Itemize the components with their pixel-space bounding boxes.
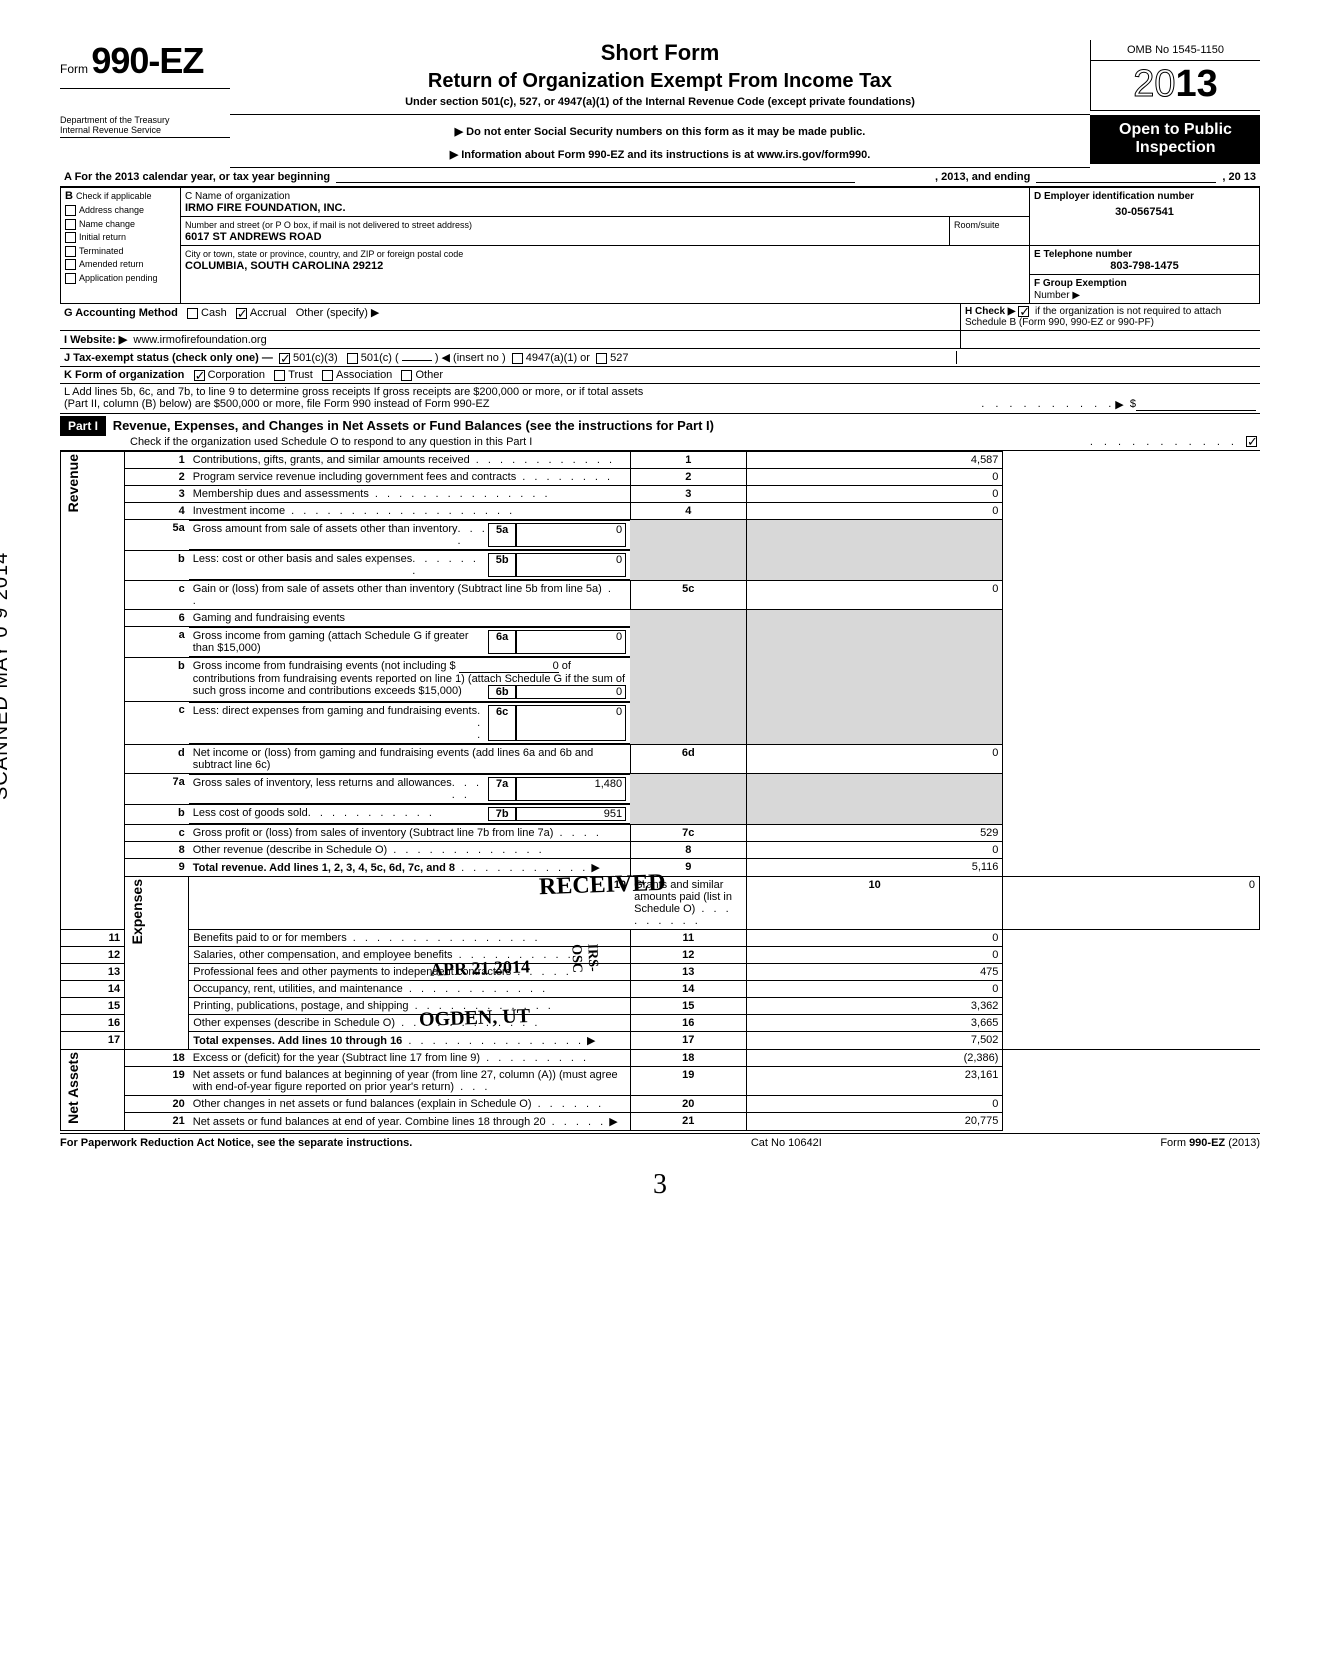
omb-number: OMB No 1545-1150 [1090, 40, 1260, 61]
checkbox-name-change[interactable] [65, 219, 76, 230]
val-6d: 0 [746, 745, 1003, 774]
checkbox-terminated[interactable] [65, 246, 76, 257]
main-title: Return of Organization Exempt From Incom… [240, 70, 1080, 93]
city-label: City or town, state or province, country… [185, 249, 463, 259]
e-label: E Telephone number [1034, 249, 1132, 260]
ein-value: 30-0567541 [1034, 206, 1255, 218]
val-9: 5,116 [746, 859, 1003, 877]
line-a-begin: A For the 2013 calendar year, or tax yea… [64, 171, 330, 183]
dept-cell: Department of the Treasury Internal Reve… [60, 115, 230, 138]
b-label: B [65, 190, 73, 202]
i-label: I Website: ▶ [64, 334, 127, 346]
phone-value: 803-798-1475 [1034, 260, 1255, 272]
f-label: F Group Exemption [1034, 278, 1127, 289]
addr-label: Number and street (or P O box, if mail i… [185, 220, 472, 230]
checkbox-assoc[interactable] [322, 370, 333, 381]
footer-left: For Paperwork Reduction Act Notice, see … [60, 1137, 412, 1149]
city-state-zip: COLUMBIA, SOUTH CAROLINA 29212 [185, 260, 383, 272]
l-line1: L Add lines 5b, 6c, and 7b, to line 9 to… [64, 386, 1256, 398]
checkbox-4947[interactable] [512, 353, 523, 364]
website-value: www.irmofirefoundation.org [133, 334, 266, 346]
f-number-label: Number ▶ [1034, 290, 1080, 301]
val-13: 475 [746, 964, 1003, 981]
val-19: 23,161 [746, 1067, 1003, 1096]
checkbox-accrual[interactable] [236, 308, 247, 319]
handwritten-page-number: 3 [60, 1169, 1260, 1201]
org-name: IRMO FIRE FOUNDATION, INC. [185, 202, 346, 214]
val-7c: 529 [746, 825, 1003, 842]
section-revenue: Revenue [65, 454, 81, 512]
val-10: 0 [1003, 877, 1260, 930]
val-16: 3,665 [746, 1015, 1003, 1032]
val-15: 3,362 [746, 998, 1003, 1015]
d-label: D Employer identification number [1034, 191, 1194, 202]
g-label: G Accounting Method [64, 307, 178, 319]
val-11: 0 [746, 930, 1003, 947]
checkbox-527[interactable] [596, 353, 607, 364]
section-expenses: Expenses [129, 879, 145, 944]
short-form-title: Short Form [240, 40, 1080, 66]
section-netassets: Net Assets [65, 1052, 81, 1124]
val-3: 0 [746, 486, 1003, 503]
val-12: 0 [746, 947, 1003, 964]
checkbox-amended[interactable] [65, 259, 76, 270]
checkbox-address-change[interactable] [65, 205, 76, 216]
stamp-date: APR 21 2014 [429, 956, 530, 980]
checkbox-corp[interactable] [194, 370, 205, 381]
checkbox-other-org[interactable] [401, 370, 412, 381]
checkbox-schedule-o[interactable] [1246, 436, 1257, 447]
checkbox-h[interactable] [1018, 306, 1029, 317]
val-21: 20,775 [746, 1113, 1003, 1131]
tax-year: 2013 [1090, 61, 1260, 111]
checkbox-pending[interactable] [65, 273, 76, 284]
stamp-received: RECEIVED [539, 870, 667, 901]
checkbox-cash[interactable] [187, 308, 198, 319]
stamp-ogden: OGDEN, UT [418, 1005, 530, 1032]
checkbox-501c3[interactable] [279, 353, 290, 364]
scanned-stamp: SCANNED MAY 0 9 2014 [0, 552, 13, 800]
k-label: K Form of organization [64, 369, 184, 381]
checkbox-initial-return[interactable] [65, 232, 76, 243]
checkbox-trust[interactable] [274, 370, 285, 381]
b-check-if: Check if applicable [76, 191, 152, 201]
subtitle: Under section 501(c), 527, or 4947(a)(1)… [240, 96, 1080, 108]
val-17: 7,502 [746, 1032, 1003, 1050]
val-8: 0 [746, 842, 1003, 859]
line-a-mid: , 2013, and ending [935, 171, 1030, 183]
part1-title: Revenue, Expenses, and Changes in Net As… [113, 418, 714, 433]
footer-cat: Cat No 10642I [751, 1137, 822, 1149]
part1-check-text: Check if the organization used Schedule … [130, 436, 532, 448]
open-to-public: Open to Public Inspection [1090, 115, 1260, 164]
val-20: 0 [746, 1096, 1003, 1113]
footer-form: Form 990-EZ (2013) [1160, 1137, 1260, 1149]
val-14: 0 [746, 981, 1003, 998]
j-label: J Tax-exempt status (check only one) — [64, 352, 273, 364]
val-2: 0 [746, 469, 1003, 486]
stamp-irs: IRS-OSC [567, 944, 600, 981]
line-a-end: , 20 13 [1222, 171, 1256, 183]
room-label: Room/suite [954, 220, 1000, 230]
street-address: 6017 ST ANDREWS ROAD [185, 231, 322, 243]
c-name-label: C Name of organization [185, 191, 290, 202]
val-5c: 0 [746, 581, 1003, 610]
form-number: 990-EZ [91, 40, 203, 81]
instr-info: ▶ Information about Form 990-EZ and its … [240, 148, 1080, 161]
instr-ssn: ▶ Do not enter Social Security numbers o… [240, 125, 1080, 138]
val-18: (2,386) [746, 1050, 1003, 1067]
val-4: 0 [746, 503, 1003, 520]
h-label: H Check ▶ [965, 306, 1015, 317]
checkbox-501c[interactable] [347, 353, 358, 364]
val-1: 4,587 [746, 452, 1003, 469]
part1-tag: Part I [60, 416, 106, 436]
l-line2: (Part II, column (B) below) are $500,000… [64, 398, 490, 411]
form-label-cell: Form 990-EZ [60, 40, 230, 89]
form-prefix: Form [60, 62, 88, 76]
